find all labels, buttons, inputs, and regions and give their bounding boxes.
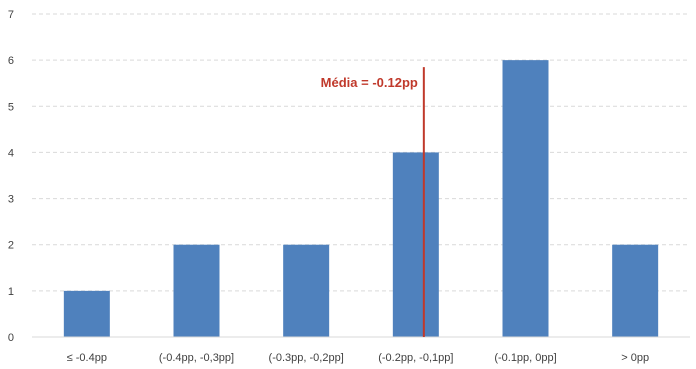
x-tick-label: (-0.2pp, -0,1pp] [378, 352, 453, 364]
bar [502, 60, 549, 338]
y-tick-label: 6 [8, 55, 14, 67]
y-tick-label: 1 [8, 286, 14, 298]
bar [283, 244, 330, 337]
gridlines [32, 13, 690, 292]
y-tick-label: 7 [8, 9, 14, 21]
bar [63, 290, 110, 337]
x-tick-label: (-0.4pp, -0,3pp] [159, 352, 234, 364]
y-axis-ticks: 0 1 2 3 4 5 6 7 [8, 9, 14, 344]
x-tick-label: > 0pp [621, 352, 649, 364]
y-tick-label: 0 [8, 332, 14, 344]
y-tick-label: 3 [8, 194, 14, 206]
bar [612, 244, 659, 337]
y-tick-label: 5 [8, 101, 14, 113]
x-tick-label: (-0.3pp, -0,2pp] [269, 352, 344, 364]
bar [173, 244, 220, 337]
y-tick-label: 2 [8, 240, 14, 252]
bars [63, 60, 659, 338]
y-tick-label: 4 [8, 147, 14, 159]
x-tick-label: ≤ -0.4pp [67, 352, 107, 364]
bar [392, 152, 439, 337]
x-tick-label: (-0.1pp, 0pp] [494, 352, 556, 364]
mean-label: Média = -0.12pp [321, 75, 418, 90]
x-axis-ticks: ≤ -0.4pp (-0.4pp, -0,3pp] (-0.3pp, -0,2pp]… [67, 352, 649, 364]
